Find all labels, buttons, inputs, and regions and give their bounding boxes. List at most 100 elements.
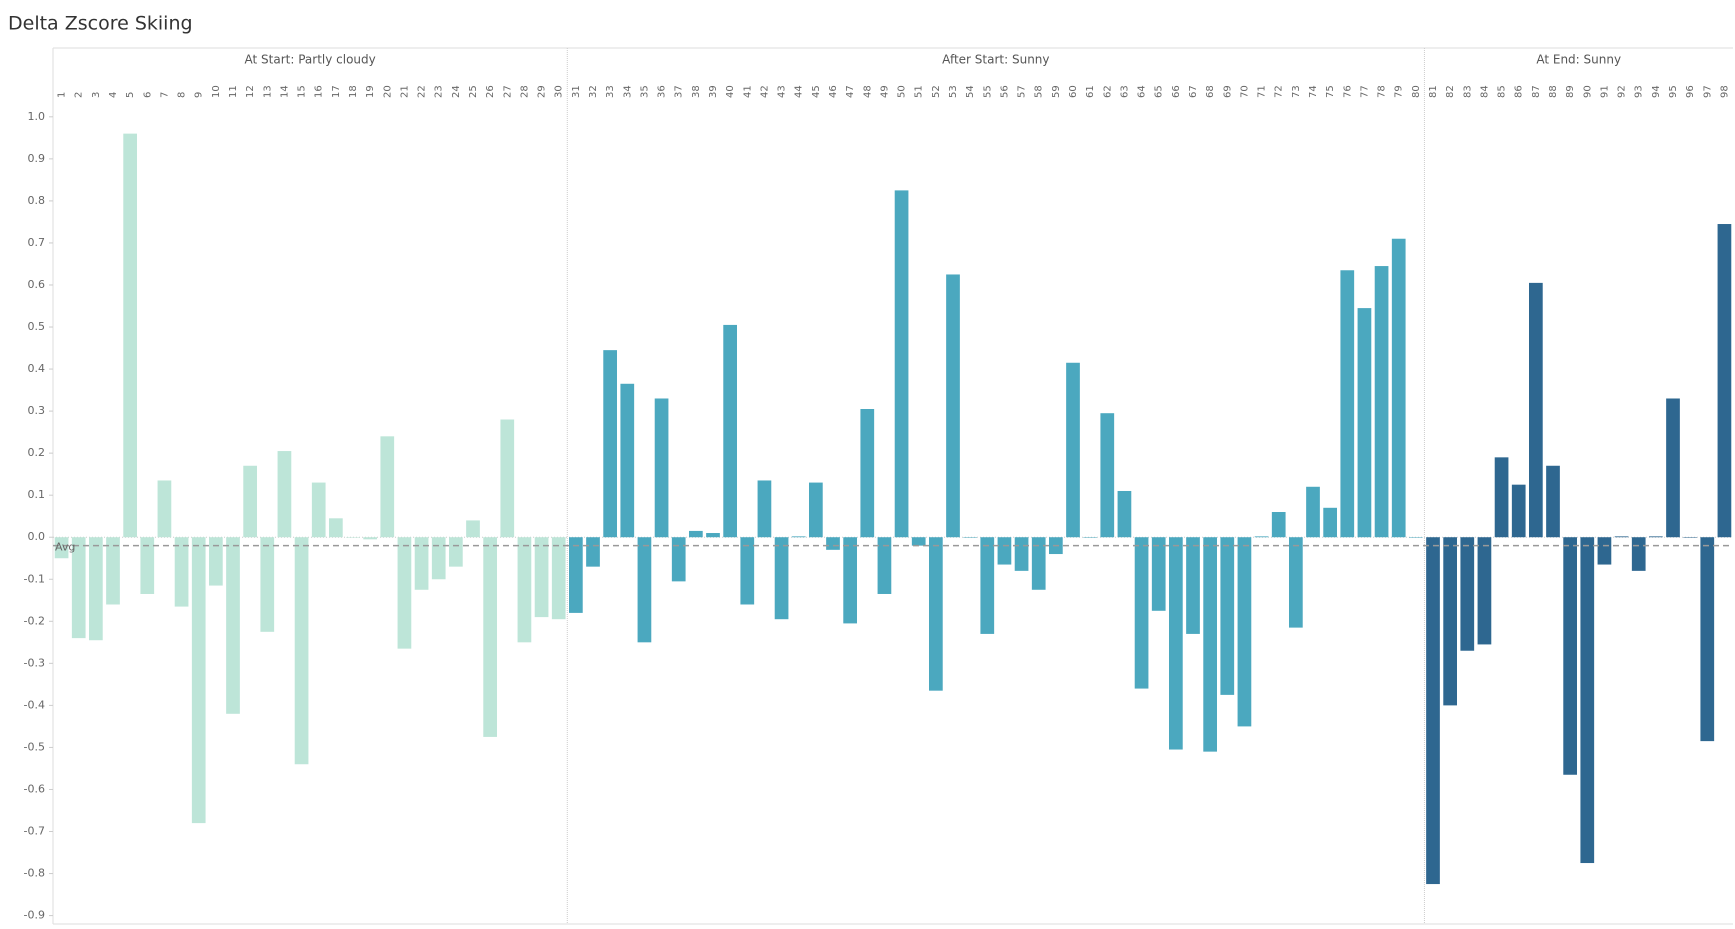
- x-tick-label: 41: [742, 85, 753, 98]
- x-tick-label: 60: [1068, 85, 1079, 98]
- x-tick-label: 85: [1497, 85, 1508, 98]
- bar: [1220, 537, 1235, 695]
- bar: [1271, 512, 1286, 538]
- bar: [1186, 537, 1200, 634]
- x-tick-label: 39: [708, 85, 719, 98]
- x-tick-label: 95: [1668, 85, 1679, 98]
- bar: [1100, 413, 1115, 538]
- bar: [1683, 537, 1697, 538]
- x-tick-label: 50: [897, 85, 908, 98]
- bar: [157, 480, 172, 538]
- bar: [1374, 266, 1389, 538]
- bar: [517, 537, 532, 643]
- x-tick-label: 33: [605, 85, 616, 98]
- bar: [586, 537, 600, 567]
- bar: [260, 537, 275, 632]
- bar: [1340, 270, 1355, 538]
- bar: [1649, 536, 1663, 538]
- x-tick-label: 14: [279, 85, 290, 98]
- x-tick-label: 22: [417, 85, 428, 98]
- x-tick-label: 63: [1119, 85, 1130, 98]
- bar: [1631, 537, 1646, 571]
- bar: [911, 537, 926, 546]
- bar: [637, 537, 652, 643]
- reference-label: Avg: [55, 541, 75, 554]
- x-tick-label: 87: [1531, 85, 1542, 98]
- x-tick-label: 42: [759, 85, 770, 98]
- x-tick-label: 91: [1599, 85, 1610, 98]
- x-tick-label: 23: [434, 85, 445, 98]
- x-tick-label: 2: [74, 92, 85, 98]
- bar: [500, 419, 515, 538]
- bar: [449, 537, 463, 567]
- y-tick-label: -0.1: [24, 572, 45, 585]
- x-tick-label: 59: [1051, 85, 1062, 98]
- bar: [243, 465, 257, 538]
- bar: [140, 537, 155, 594]
- bar: [311, 482, 326, 538]
- x-tick-label: 73: [1291, 85, 1302, 98]
- bar: [809, 482, 823, 538]
- x-tick-label: 79: [1394, 85, 1405, 98]
- bar: [1031, 537, 1046, 590]
- bar: [380, 436, 395, 538]
- x-tick-label: 56: [999, 85, 1010, 98]
- x-tick-label: 93: [1634, 85, 1645, 98]
- x-tick-label: 55: [982, 85, 993, 98]
- bar: [1597, 537, 1612, 565]
- x-tick-label: 69: [1222, 85, 1233, 98]
- bar: [1254, 536, 1269, 538]
- y-tick-label: 0.7: [28, 236, 46, 249]
- bar: [1546, 465, 1560, 538]
- x-tick-label: 18: [348, 85, 359, 98]
- bar: [89, 537, 103, 641]
- bar: [1666, 398, 1680, 538]
- bar: [431, 537, 446, 580]
- x-tick-label: 4: [108, 92, 119, 98]
- bar: [1134, 537, 1149, 689]
- bar: [946, 274, 960, 538]
- x-tick-label: 68: [1205, 85, 1216, 98]
- x-tick-label: 89: [1565, 85, 1576, 98]
- x-tick-label: 13: [262, 85, 273, 98]
- bar: [1014, 537, 1029, 571]
- bar: [723, 324, 737, 538]
- bar: [294, 537, 309, 765]
- bar: [1529, 282, 1543, 538]
- bar: [1409, 537, 1423, 538]
- x-tick-label: 66: [1171, 85, 1182, 98]
- x-tick-label: 45: [811, 85, 822, 98]
- x-tick-label: 77: [1359, 85, 1370, 98]
- y-tick-label: 0.3: [28, 404, 46, 417]
- x-tick-label: 10: [211, 85, 222, 98]
- chart-title: Delta Zscore Skiing: [8, 13, 193, 35]
- x-tick-label: 3: [91, 92, 102, 98]
- bar: [929, 537, 943, 691]
- bar: [1323, 507, 1337, 538]
- bar: [843, 537, 857, 624]
- x-tick-label: 31: [571, 85, 582, 98]
- bar: [1426, 537, 1440, 885]
- bar: [860, 409, 875, 538]
- y-tick-label: 1.0: [28, 110, 46, 123]
- x-tick-label: 21: [399, 85, 410, 98]
- bar: [1237, 537, 1252, 727]
- x-tick-label: 86: [1514, 85, 1525, 98]
- x-tick-label: 80: [1411, 85, 1422, 98]
- y-tick-label: -0.9: [24, 909, 45, 922]
- x-tick-label: 19: [365, 85, 376, 98]
- x-tick-label: 37: [674, 85, 685, 98]
- bar: [483, 537, 497, 737]
- bar: [757, 480, 772, 538]
- x-tick-label: 98: [1719, 85, 1730, 98]
- bar: [1494, 457, 1509, 538]
- bar: [191, 537, 206, 824]
- x-tick-label: 92: [1617, 85, 1628, 98]
- bar: [1357, 308, 1372, 538]
- bar: [1151, 537, 1166, 611]
- x-tick-label: 30: [554, 85, 565, 98]
- bar: [1563, 537, 1577, 775]
- bar: [1460, 537, 1475, 651]
- bar: [551, 537, 566, 620]
- bar: [791, 536, 806, 538]
